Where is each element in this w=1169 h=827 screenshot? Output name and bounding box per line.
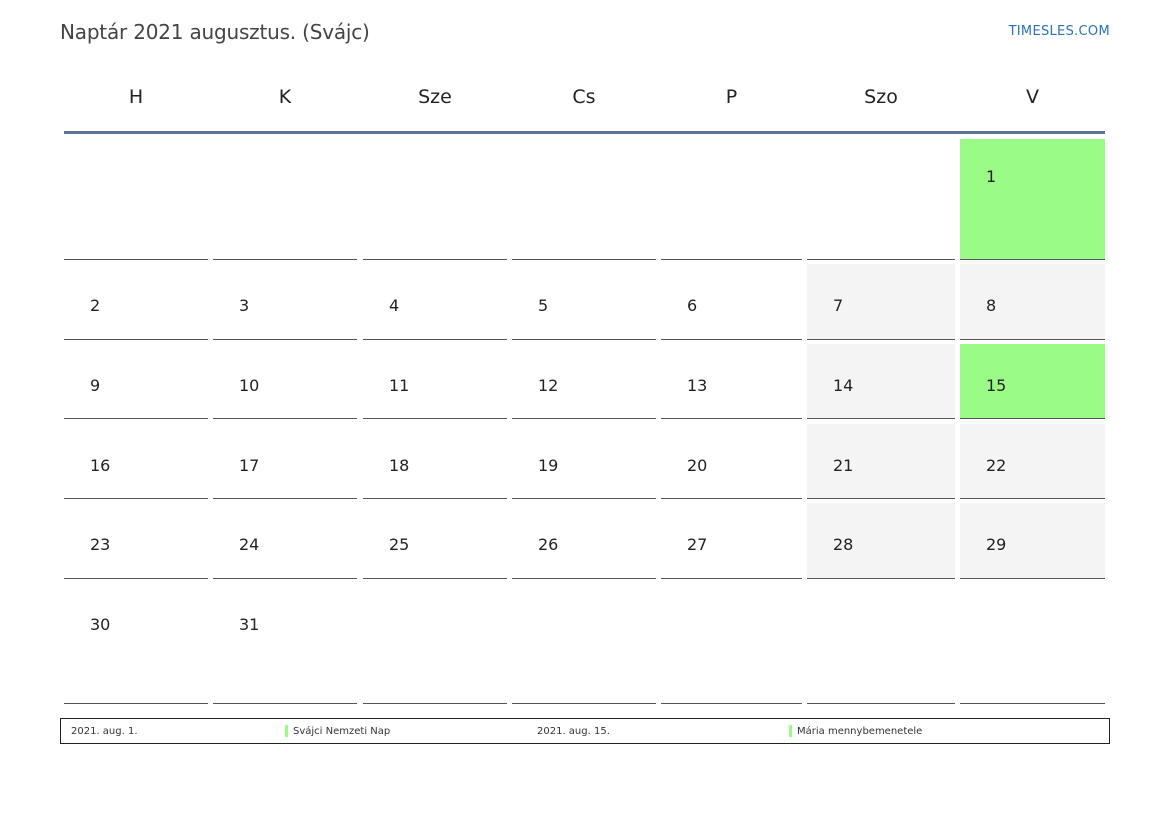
day-number: 19 [538, 456, 559, 475]
day-cell-empty [64, 139, 208, 260]
day-number: 4 [389, 296, 400, 315]
day-cell-holiday[interactable]: 15 [960, 344, 1105, 419]
day-number: 1 [986, 167, 997, 186]
day-number: 23 [90, 535, 111, 554]
page-title: Naptár 2021 augusztus. (Svájc) [60, 20, 370, 44]
day-number: 8 [986, 296, 997, 315]
day-cell-empty [807, 139, 955, 260]
day-cell[interactable]: 16 [64, 424, 208, 499]
day-cell-weekend[interactable]: 7 [807, 264, 955, 340]
day-number: 3 [239, 296, 250, 315]
day-cell[interactable]: 11 [363, 344, 507, 419]
day-cell-empty [807, 583, 955, 704]
day-cell-empty [661, 583, 802, 704]
day-cell[interactable]: 12 [512, 344, 656, 419]
day-number: 22 [986, 456, 1007, 475]
day-cell[interactable]: 26 [512, 503, 656, 579]
weekday-header-mon: H [128, 86, 144, 108]
weekday-header-tue: K [278, 86, 292, 108]
day-cell-weekend[interactable]: 8 [960, 264, 1105, 340]
day-cell-empty [512, 139, 656, 260]
day-cell[interactable]: 13 [661, 344, 802, 419]
header-divider [64, 131, 1105, 134]
day-number: 6 [687, 296, 698, 315]
day-number: 9 [90, 376, 101, 395]
day-number: 31 [239, 615, 260, 634]
day-number: 11 [389, 376, 410, 395]
day-cell[interactable]: 23 [64, 503, 208, 579]
holiday-date: 2021. aug. 15. [537, 726, 610, 737]
day-cell[interactable]: 5 [512, 264, 656, 340]
day-number: 13 [687, 376, 708, 395]
holiday-legend: 2021. aug. 1. Svájci Nemzeti Nap 2021. a… [60, 718, 1110, 744]
weekday-header-wed: Sze [418, 86, 452, 108]
day-number: 14 [833, 376, 854, 395]
day-cell-empty [960, 583, 1105, 704]
day-number: 29 [986, 535, 1007, 554]
holiday-name: Svájci Nemzeti Nap [293, 726, 391, 737]
weekday-header-fri: P [725, 86, 738, 108]
day-cell-empty [512, 583, 656, 704]
day-cell[interactable]: 17 [213, 424, 357, 499]
day-number: 5 [538, 296, 549, 315]
day-number: 25 [389, 535, 410, 554]
holiday-name: Mária mennybemenetele [797, 726, 923, 737]
day-cell-weekend[interactable]: 28 [807, 503, 955, 579]
day-cell[interactable]: 27 [661, 503, 802, 579]
day-number: 27 [687, 535, 708, 554]
day-cell[interactable]: 10 [213, 344, 357, 419]
day-cell-weekend[interactable]: 14 [807, 344, 955, 419]
day-number: 2 [90, 296, 101, 315]
day-cell-empty [363, 583, 507, 704]
day-cell-holiday[interactable]: 1 [960, 139, 1105, 260]
day-cell[interactable]: 31 [213, 583, 357, 704]
day-cell[interactable]: 18 [363, 424, 507, 499]
day-cell[interactable]: 9 [64, 344, 208, 419]
day-number: 24 [239, 535, 260, 554]
day-cell[interactable]: 24 [213, 503, 357, 579]
day-number: 28 [833, 535, 854, 554]
day-number: 26 [538, 535, 559, 554]
weekday-header-thu: Cs [572, 86, 596, 108]
holiday-color-marker [285, 725, 288, 737]
day-cell[interactable]: 2 [64, 264, 208, 340]
day-cell[interactable]: 20 [661, 424, 802, 499]
day-number: 7 [833, 296, 844, 315]
day-number: 30 [90, 615, 111, 634]
day-number: 17 [239, 456, 260, 475]
day-cell-empty [213, 139, 357, 260]
day-cell[interactable]: 19 [512, 424, 656, 499]
day-cell[interactable]: 3 [213, 264, 357, 340]
day-number: 16 [90, 456, 111, 475]
day-cell-empty [661, 139, 802, 260]
day-cell-empty [363, 139, 507, 260]
day-cell[interactable]: 30 [64, 583, 208, 704]
day-cell[interactable]: 4 [363, 264, 507, 340]
day-number: 18 [389, 456, 410, 475]
day-cell[interactable]: 6 [661, 264, 802, 340]
day-cell-weekend[interactable]: 22 [960, 424, 1105, 499]
day-cell-weekend[interactable]: 21 [807, 424, 955, 499]
day-number: 12 [538, 376, 559, 395]
day-number: 15 [986, 376, 1007, 395]
day-number: 20 [687, 456, 708, 475]
weekday-header-sat: Szo [864, 86, 898, 108]
day-cell[interactable]: 25 [363, 503, 507, 579]
day-cell-weekend[interactable]: 29 [960, 503, 1105, 579]
day-number: 10 [239, 376, 260, 395]
holiday-date: 2021. aug. 1. [71, 726, 138, 737]
weekday-header-sun: V [1026, 86, 1039, 108]
site-link[interactable]: TIMESLES.COM [1008, 24, 1110, 39]
holiday-color-marker [789, 725, 792, 737]
day-number: 21 [833, 456, 854, 475]
